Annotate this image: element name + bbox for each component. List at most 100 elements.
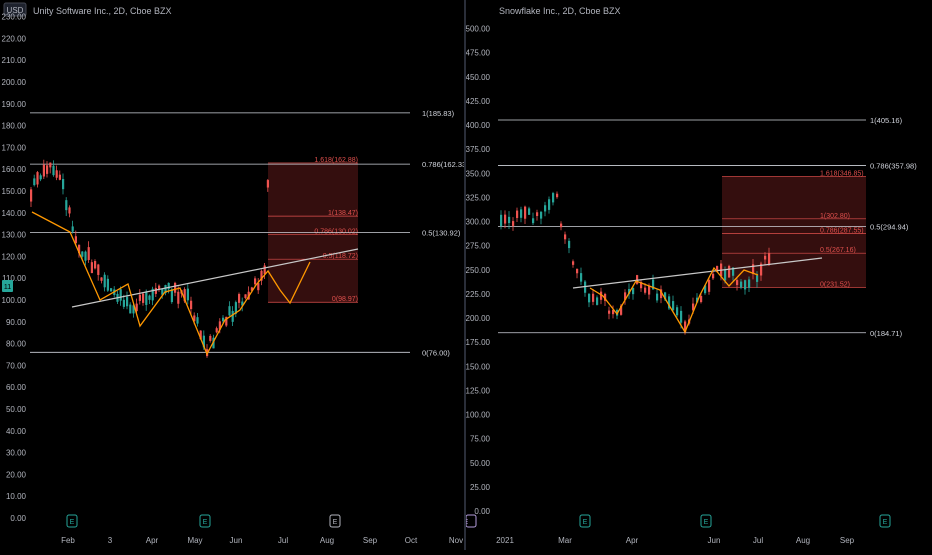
price-tick-label: 50.00	[6, 405, 27, 414]
candle-body	[190, 300, 193, 310]
candle-body	[544, 205, 547, 212]
candle-body	[764, 255, 767, 260]
time-tick-label: 3	[108, 536, 113, 545]
projection-level-label: 0.5(118.72)	[323, 253, 358, 260]
candle-body	[78, 244, 81, 254]
pane-divider[interactable]	[464, 0, 466, 550]
projection-level-label: 0(98.97)	[332, 296, 358, 303]
candle-body	[512, 221, 515, 226]
chart-canvas-snowflake[interactable]: Snowflake Inc., 2D, Cboe BZXUSD0.0025.00…	[439, 0, 932, 550]
chart-pane-unity[interactable]: Unity Software Inc., 2D, Cboe BZX USD 0.00…	[0, 0, 469, 550]
candle-body	[632, 287, 635, 295]
candle-body	[636, 275, 639, 284]
candle-body	[724, 269, 727, 281]
candle-body	[568, 240, 571, 249]
time-tick-label: Jun	[230, 536, 243, 545]
time-tick-label: Sep	[363, 536, 378, 545]
candle-body	[736, 280, 739, 285]
candle-body	[696, 297, 699, 303]
candle-body	[752, 264, 755, 274]
earnings-icon[interactable]	[879, 514, 891, 528]
time-tick-label: Nov	[449, 536, 463, 545]
candle-body	[508, 216, 511, 224]
fib-level-label: 0.5(130.92)	[422, 229, 461, 238]
candle-body	[167, 282, 170, 290]
currency-label: USD	[7, 6, 24, 15]
fib-level-label: 1(405.16)	[870, 116, 903, 125]
candle-body	[540, 211, 543, 219]
candle-body	[129, 304, 132, 314]
candle-body	[712, 273, 715, 279]
price-tick-label: 0.00	[474, 507, 490, 516]
earnings-icon[interactable]	[465, 514, 477, 528]
candle-body	[225, 316, 228, 326]
neckline-trendline[interactable]	[71, 248, 359, 308]
projection-level-label: 0.786(287.55)	[820, 228, 864, 235]
candle-body	[672, 301, 675, 311]
candle-body	[215, 328, 218, 333]
earnings-icon[interactable]	[199, 514, 211, 528]
projection-level-label: 0(231.52)	[820, 282, 850, 289]
earnings-icon[interactable]	[329, 514, 341, 528]
candle-body	[556, 193, 559, 198]
candle-body	[596, 297, 599, 305]
candle-body	[97, 264, 100, 275]
price-tick-label: 450.00	[466, 73, 491, 82]
chart-canvas-unity[interactable]: Unity Software Inc., 2D, Cboe BZX USD 0.00…	[0, 0, 469, 550]
candle-body	[680, 310, 683, 323]
candle-body	[177, 291, 180, 304]
candle-body	[644, 287, 647, 293]
candle-body	[132, 305, 135, 314]
candle-body	[199, 330, 202, 340]
candle-body	[257, 283, 260, 291]
projection-level-label: 0.5(267.16)	[820, 247, 856, 254]
projection-level-label: 1.618(346.85)	[820, 170, 864, 177]
price-tick-label: 75.00	[470, 435, 491, 444]
candle-body	[552, 193, 555, 203]
price-tick-label: 50.00	[470, 459, 491, 468]
currency-badge[interactable]	[3, 2, 27, 17]
fib-level-label: 0.786(162.33)	[422, 160, 464, 169]
price-tick-label: 110.00	[2, 274, 26, 283]
price-tick-label: 200.00	[2, 78, 27, 87]
candle-body	[612, 309, 615, 315]
earnings-icon-label: E	[883, 519, 888, 526]
candle-body	[33, 178, 36, 186]
price-tick-label: 425.00	[466, 97, 491, 106]
candle-body	[692, 303, 695, 311]
candle-body	[740, 281, 743, 288]
candle-body	[260, 270, 263, 281]
price-tick-label: 230.00	[2, 13, 27, 22]
candle-body	[119, 289, 122, 301]
projection-zone[interactable]	[722, 176, 866, 288]
candle-body	[68, 207, 71, 214]
earnings-icon[interactable]	[700, 514, 712, 528]
price-tick-label: 0.00	[10, 514, 26, 523]
candle-body	[656, 293, 659, 301]
earnings-icon[interactable]	[579, 514, 591, 528]
price-tick-label: 275.00	[466, 242, 491, 251]
earnings-icon-label: E	[466, 519, 469, 526]
chart-pane-snowflake[interactable]: Snowflake Inc., 2D, Cboe BZXUSD0.0025.00…	[439, 0, 932, 550]
candle-body	[756, 275, 759, 282]
inverse-head-shoulders-pattern[interactable]	[31, 211, 311, 356]
candle-body	[39, 175, 42, 180]
inverse-head-shoulders-pattern[interactable]	[589, 266, 759, 334]
price-tick-label: 225.00	[466, 290, 491, 299]
last-price-marker	[2, 280, 13, 292]
candle-body	[640, 281, 643, 289]
projection-level-label: 1(302.80)	[820, 213, 850, 220]
price-tick-label: 180.00	[2, 122, 27, 131]
candle-body	[222, 317, 225, 322]
price-tick-label: 60.00	[6, 383, 27, 392]
neckline-trendline[interactable]	[572, 257, 823, 289]
candle-body	[560, 223, 563, 228]
price-tick-label: 160.00	[2, 165, 27, 174]
candle-body	[202, 335, 205, 348]
candle-body	[572, 261, 575, 265]
earnings-icon-label: E	[203, 519, 208, 526]
candle-body	[122, 299, 125, 307]
candle-body	[608, 310, 611, 314]
earnings-icon[interactable]	[66, 514, 78, 528]
